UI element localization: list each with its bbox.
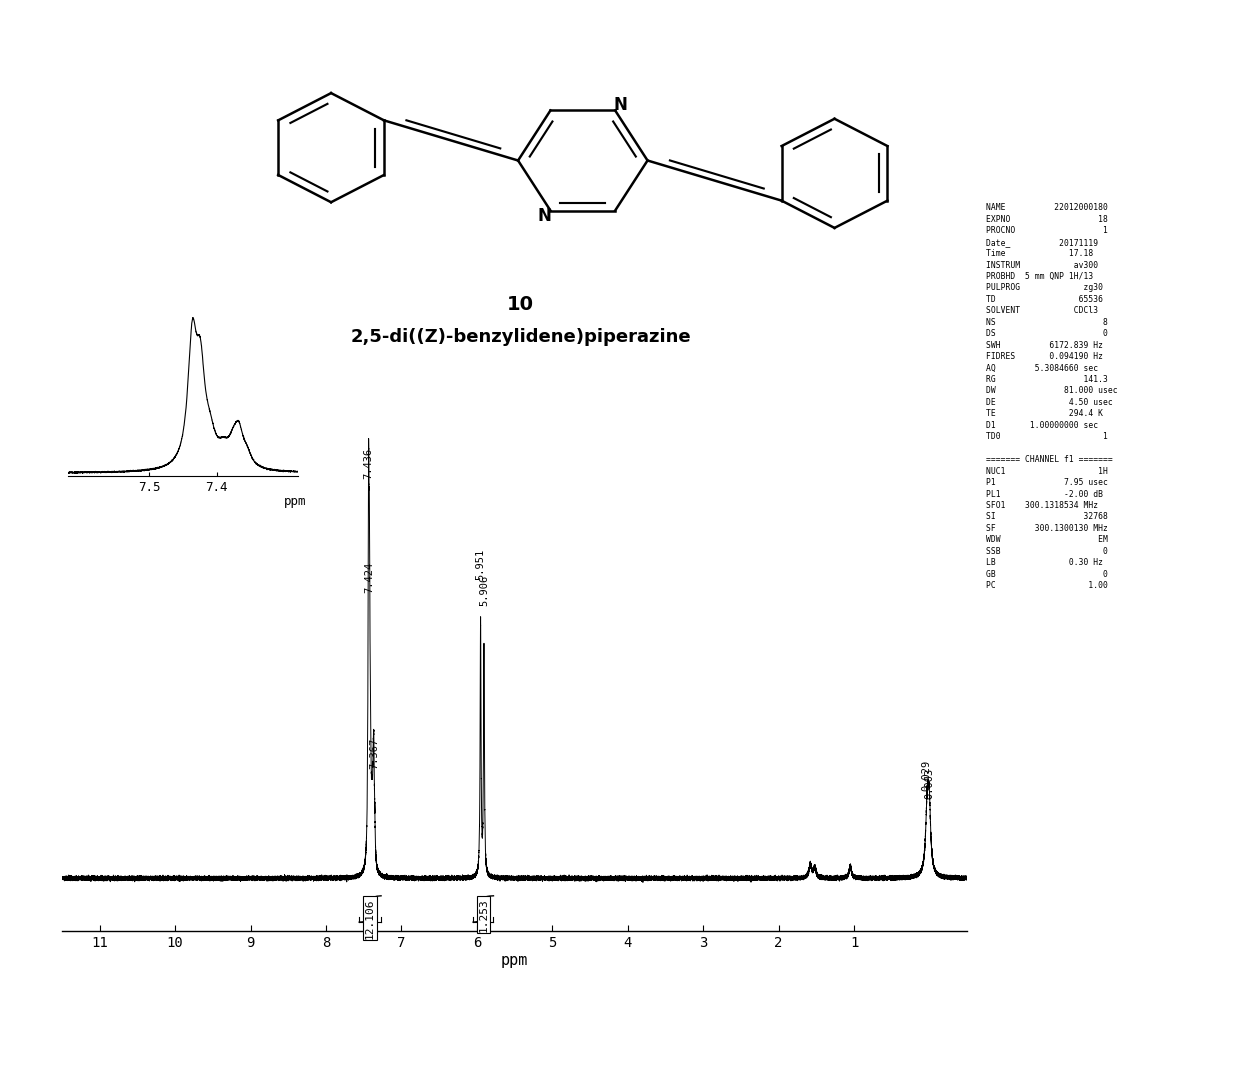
Text: 0.029: 0.029	[921, 760, 931, 791]
Text: 0.003: 0.003	[924, 768, 934, 799]
Text: N: N	[538, 207, 552, 225]
Text: 7.436: 7.436	[363, 448, 373, 479]
Text: 12.106: 12.106	[365, 898, 376, 938]
Text: 7.367: 7.367	[370, 737, 379, 768]
Text: 1.253: 1.253	[479, 898, 489, 932]
X-axis label: ppm: ppm	[501, 952, 528, 967]
Text: 5.951: 5.951	[475, 549, 485, 580]
Text: NAME          22012000180
EXPNO                  18
PROCNO                  1
Da: NAME 22012000180 EXPNO 18 PROCNO 1 Da	[986, 203, 1117, 591]
Text: 5.906: 5.906	[479, 576, 489, 607]
Text: 7.424: 7.424	[365, 562, 374, 593]
Text: 2,5-di((Z)-benzylidene)piperazine: 2,5-di((Z)-benzylidene)piperazine	[351, 328, 691, 346]
Text: N: N	[614, 96, 627, 114]
Text: ppm: ppm	[284, 494, 306, 508]
Text: 10: 10	[507, 295, 534, 315]
